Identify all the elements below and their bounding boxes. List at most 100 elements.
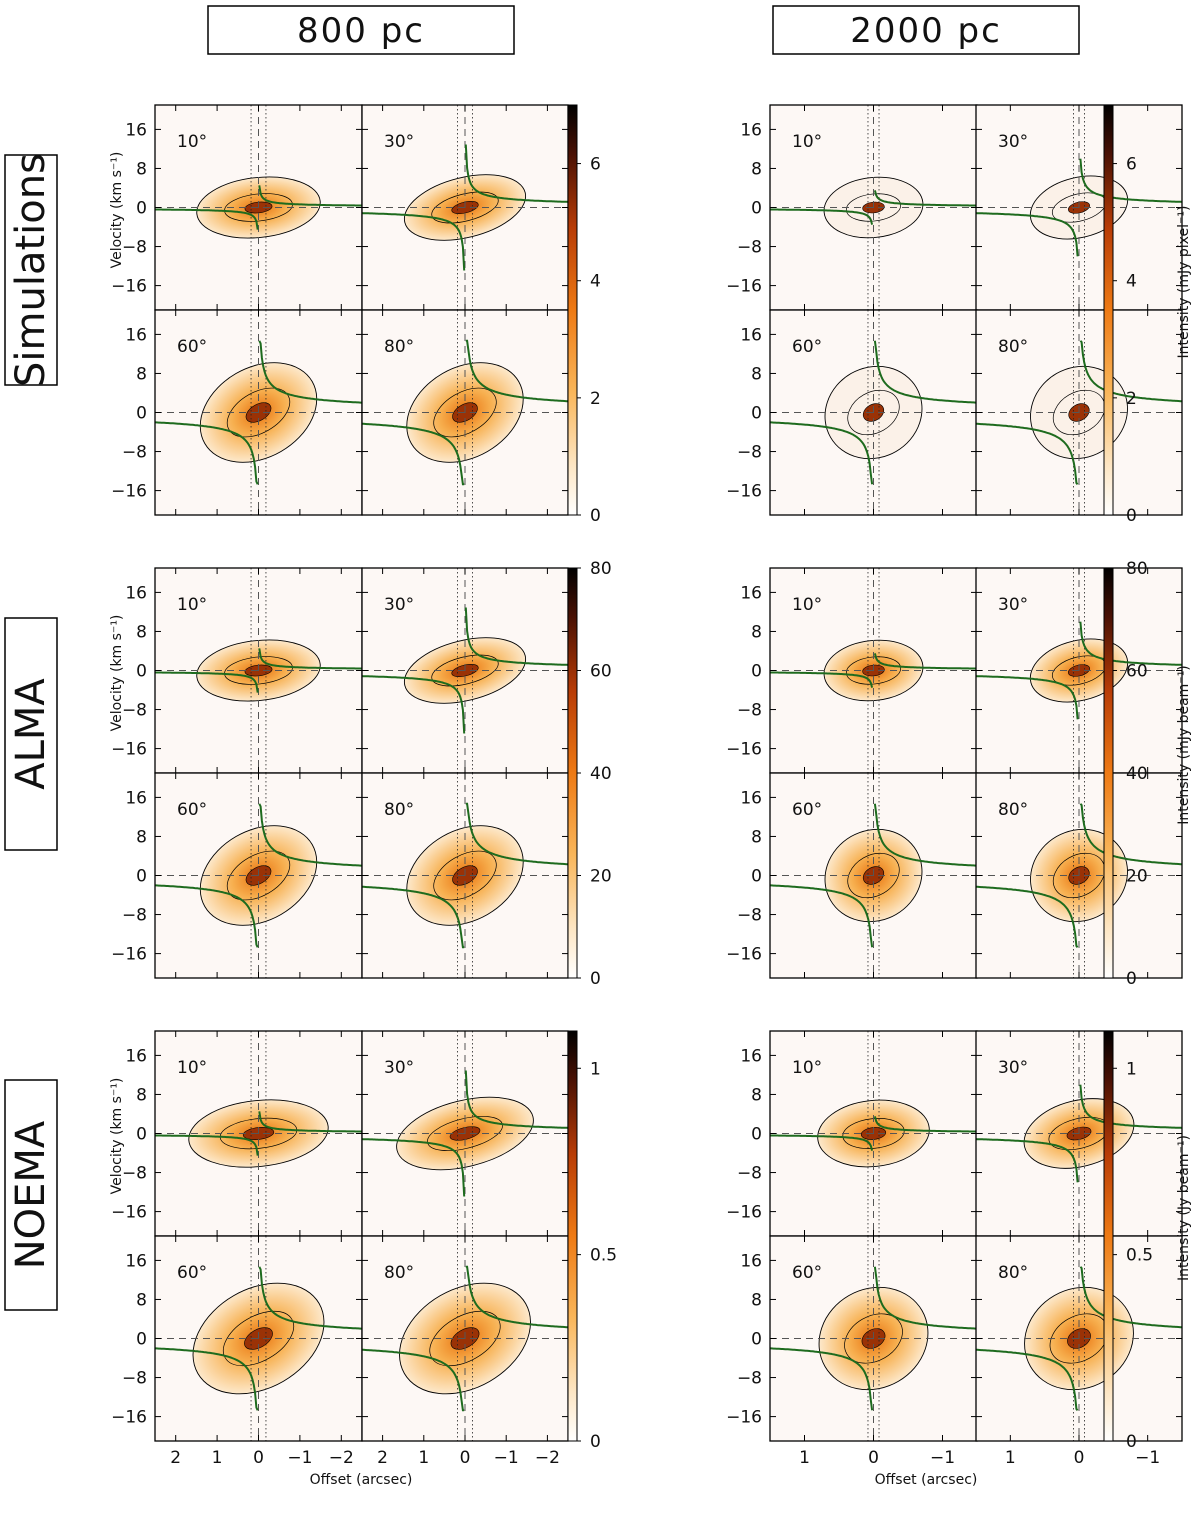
column-header-2000pc: 2000 pc xyxy=(772,5,1080,55)
x-tick-label: 1 xyxy=(212,1448,223,1468)
pv-panel-noema-2000pc-60deg: −16 −8 0 8 16 1 0 −1 60° xyxy=(726,1235,978,1468)
y-tick-label: −8 xyxy=(737,1164,762,1184)
inclination-label: 10° xyxy=(177,595,207,615)
y-tick-label: −16 xyxy=(726,740,762,760)
model-curve-redshifted xyxy=(258,648,362,670)
x-axis-label-2000pc: Offset (arcsec) xyxy=(875,1472,978,1488)
pv-panel-simulations-800pc-10deg: −16 −8 0 8 16 10° xyxy=(111,104,363,311)
model-curve-blueshifted xyxy=(976,422,1079,485)
y-tick-label: −16 xyxy=(111,1203,147,1223)
row-label-simulations: Simulations xyxy=(8,153,54,387)
inclination-label: 80° xyxy=(998,1263,1028,1283)
emission-contour xyxy=(226,387,291,438)
model-curve-redshifted xyxy=(873,1266,977,1330)
inclination-label: 80° xyxy=(384,800,414,820)
row-header-noema: NOEMA xyxy=(4,1079,58,1311)
pv-panel-simulations-2000pc-30deg: 30° xyxy=(975,104,1183,311)
inclination-label: 30° xyxy=(384,1058,414,1078)
emission-contour xyxy=(431,654,499,687)
model-curve-blueshifted xyxy=(361,212,466,271)
model-curve-redshifted xyxy=(258,340,362,404)
model-curve-blueshifted xyxy=(362,422,465,486)
colorbar-tick-label: 6 xyxy=(1126,155,1137,175)
colorbar-tick-label: 0 xyxy=(590,1432,601,1452)
y-tick-label: 8 xyxy=(136,1085,147,1105)
column-label-2000pc: 2000 pc xyxy=(850,11,1002,51)
pv-panel-alma-800pc-60deg: −16 −8 0 8 16 60° xyxy=(111,772,363,979)
pv-panel-alma-2000pc-60deg: −16 −8 0 8 16 60° xyxy=(726,772,978,979)
colorbar-scale xyxy=(1103,104,1114,516)
row-label-noema: NOEMA xyxy=(8,1120,54,1269)
colorbar-tick-label: 20 xyxy=(590,867,612,887)
inclination-label: 10° xyxy=(792,1058,822,1078)
model-curve-blueshifted xyxy=(976,1348,1079,1411)
model-curve-blueshifted xyxy=(361,1138,466,1197)
inclination-label: 10° xyxy=(177,1058,207,1078)
y-tick-label: −8 xyxy=(737,1369,762,1389)
pv-panel-alma-800pc-30deg: 30° xyxy=(361,567,569,774)
model-curve-blueshifted xyxy=(155,1134,259,1156)
model-curve-blueshifted xyxy=(362,1348,465,1412)
inclination-label: 80° xyxy=(998,800,1028,820)
colorbar-alma-2000pc: 0 20 40 60 80 xyxy=(1103,559,1148,989)
x-tick-label: 2 xyxy=(377,1448,388,1468)
y-tick-label: 16 xyxy=(740,120,762,140)
y-tick-label: 0 xyxy=(751,1125,762,1145)
model-curve-redshifted xyxy=(1079,803,1182,866)
model-curve-blueshifted xyxy=(770,671,874,688)
colorbar-tick-label: 40 xyxy=(1126,764,1148,784)
colorbar-noema-800pc: 00.51 xyxy=(567,1030,617,1452)
pv-panel-simulations-2000pc-60deg: −16 −8 0 8 16 60° xyxy=(726,309,978,516)
colorbar-tick-label: 40 xyxy=(590,764,612,784)
y-tick-label: −8 xyxy=(737,701,762,721)
x-tick-label: −2 xyxy=(535,1448,560,1468)
emission-contour xyxy=(847,852,900,899)
model-curve-redshifted xyxy=(258,185,362,207)
model-curve-redshifted xyxy=(464,144,569,203)
model-curve-redshifted xyxy=(1079,340,1182,403)
colorbar-alma-800pc: 0 20 40 60 80 xyxy=(567,559,612,989)
model-curve-blueshifted xyxy=(976,885,1079,948)
y-tick-label: 0 xyxy=(136,1125,147,1145)
y-tick-label: −8 xyxy=(737,443,762,463)
emission-contour xyxy=(1052,852,1106,899)
model-curve-blueshifted xyxy=(770,1347,874,1411)
inclination-label: 60° xyxy=(792,337,822,357)
x-tick-label: 1 xyxy=(1005,1448,1016,1468)
model-curve-blueshifted xyxy=(770,1134,874,1151)
y-tick-label: 0 xyxy=(136,1330,147,1350)
x-tick-label: −2 xyxy=(329,1448,354,1468)
y-axis-label-alma: Velocity (km s⁻¹) xyxy=(109,615,125,732)
colorbar-tick-label: 6 xyxy=(590,155,601,175)
y-tick-label: −8 xyxy=(122,1369,147,1389)
pv-panel-alma-800pc-10deg: −16 −8 0 8 16 10° xyxy=(111,567,363,774)
y-tick-label: 16 xyxy=(125,120,147,140)
y-tick-label: 0 xyxy=(751,867,762,887)
y-tick-label: −16 xyxy=(111,482,147,502)
colorbar-tick-label: 60 xyxy=(1126,662,1148,682)
y-tick-label: 0 xyxy=(751,404,762,424)
y-tick-label: 16 xyxy=(740,1251,762,1271)
inclination-label: 60° xyxy=(177,1263,207,1283)
model-curve-redshifted xyxy=(1079,621,1183,666)
colorbar-simulations-800pc: 0 2 4 6 xyxy=(567,104,601,526)
y-tick-label: 8 xyxy=(751,1085,762,1105)
y-tick-label: 16 xyxy=(740,788,762,808)
colorbar-tick-label: 0 xyxy=(1126,969,1137,989)
x-tick-label: 0 xyxy=(1074,1448,1085,1468)
colorbar-tick-label: 60 xyxy=(590,662,612,682)
model-curve-blueshifted xyxy=(155,421,259,485)
y-tick-label: 8 xyxy=(136,364,147,384)
inclination-label: 30° xyxy=(384,132,414,152)
y-tick-label: −8 xyxy=(122,238,147,258)
y-tick-label: −16 xyxy=(726,945,762,965)
x-tick-label: 2 xyxy=(170,1448,181,1468)
column-header-800pc: 800 pc xyxy=(207,5,515,55)
colorbar-label-noema: Intensity (Jy beam⁻¹) xyxy=(1176,1135,1192,1281)
y-tick-label: 0 xyxy=(136,404,147,424)
pv-panel-alma-2000pc-30deg: 30° xyxy=(975,567,1183,774)
model-curve-blueshifted xyxy=(155,671,259,693)
y-tick-label: 0 xyxy=(751,662,762,682)
pv-panel-noema-2000pc-10deg: −16 −8 0 8 16 10° xyxy=(726,1030,978,1237)
